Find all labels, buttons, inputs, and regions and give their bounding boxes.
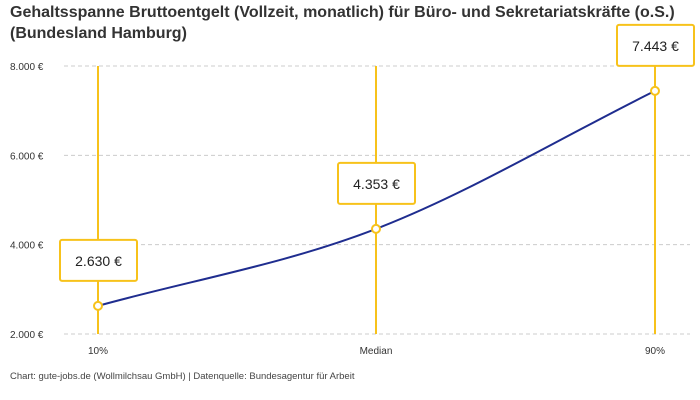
data-label-box <box>59 238 138 282</box>
x-tick-label: 10% <box>88 346 108 357</box>
data-label-box <box>337 161 416 205</box>
chart-footer: Chart: gute-jobs.de (Wollmilchsau GmbH) … <box>10 371 355 382</box>
data-point <box>650 85 660 96</box>
data-point <box>93 300 103 311</box>
y-tick-label: 2.000 € <box>10 330 44 341</box>
data-label: 2.630 € <box>75 253 122 269</box>
x-tick-label: Median <box>360 346 393 357</box>
data-label: 4.353 € <box>353 176 400 192</box>
y-tick-label: 8.000 € <box>10 62 44 73</box>
y-tick-label: 6.000 € <box>10 151 44 162</box>
data-point <box>371 223 381 234</box>
x-tick-label: 90% <box>645 346 665 357</box>
chart-title: Gehaltsspanne Bruttoentgelt (Vollzeit, m… <box>10 4 675 42</box>
data-label: 7.443 € <box>632 38 679 54</box>
data-label-box <box>616 23 695 67</box>
y-tick-label: 4.000 € <box>10 241 44 252</box>
